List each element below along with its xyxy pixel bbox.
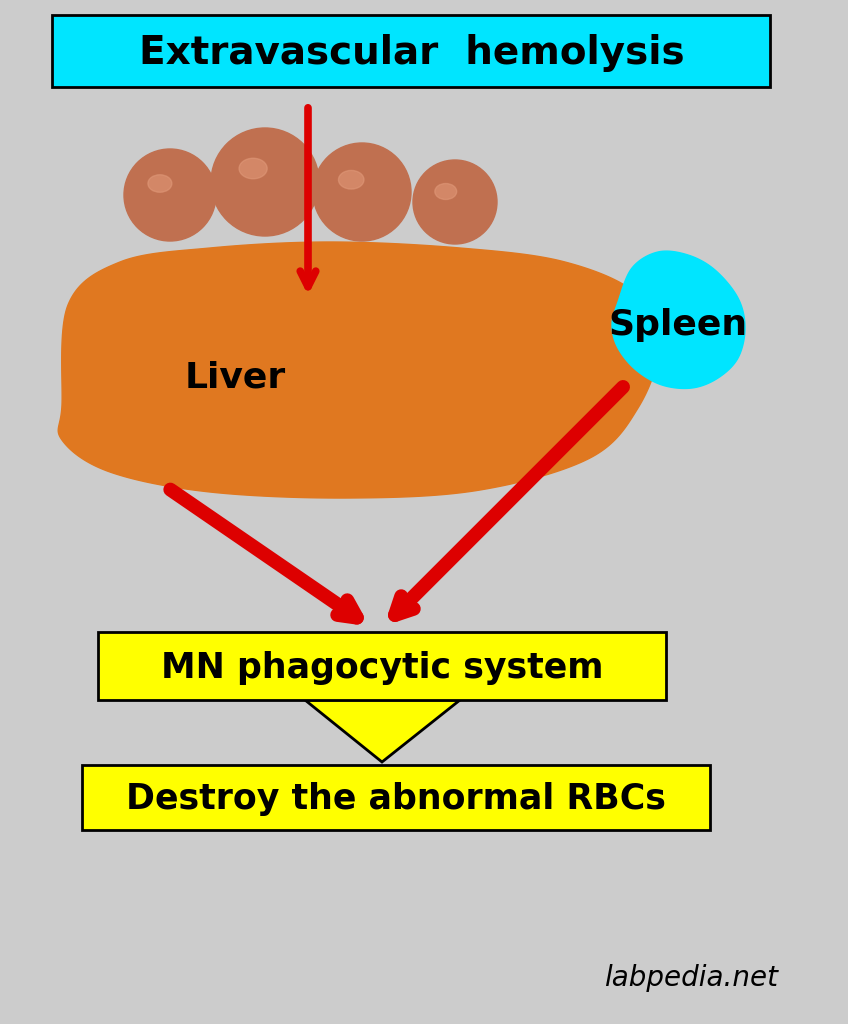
Ellipse shape [435, 183, 457, 200]
FancyBboxPatch shape [98, 632, 666, 700]
Polygon shape [305, 700, 460, 762]
Text: Extravascular  hemolysis: Extravascular hemolysis [139, 34, 685, 72]
Text: Spleen: Spleen [608, 308, 748, 342]
Polygon shape [612, 251, 745, 388]
Circle shape [211, 128, 319, 236]
FancyBboxPatch shape [52, 15, 770, 87]
Polygon shape [59, 242, 658, 498]
Ellipse shape [148, 175, 172, 193]
Circle shape [413, 160, 497, 244]
Text: Liver: Liver [184, 361, 286, 395]
Circle shape [124, 150, 216, 241]
FancyBboxPatch shape [82, 765, 710, 830]
Ellipse shape [239, 159, 267, 179]
Circle shape [313, 143, 411, 241]
Text: labpedia.net: labpedia.net [604, 964, 778, 992]
Ellipse shape [338, 170, 364, 189]
Text: Destroy the abnormal RBCs: Destroy the abnormal RBCs [126, 782, 666, 816]
Text: MN phagocytic system: MN phagocytic system [161, 651, 603, 685]
